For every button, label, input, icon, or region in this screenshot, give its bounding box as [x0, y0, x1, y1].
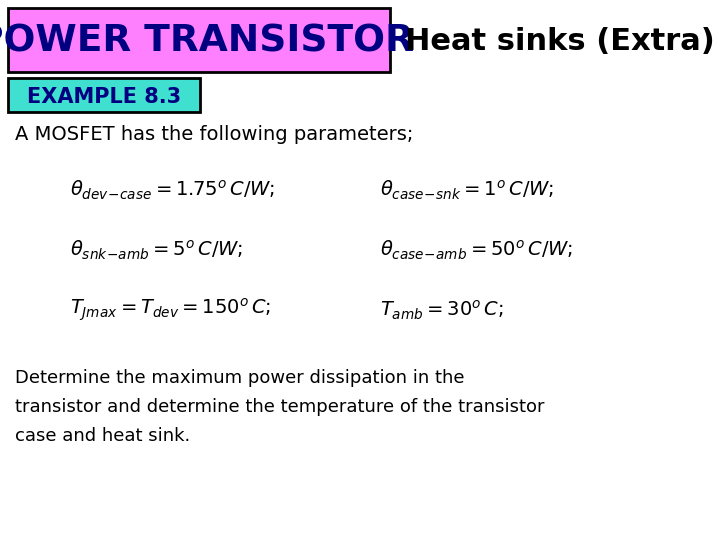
- Text: $T_{Jmax} = T_{dev} = 150^{o}\,C;$: $T_{Jmax} = T_{dev} = 150^{o}\,C;$: [70, 297, 271, 323]
- Bar: [8, 8, 390, 72]
- Bar: [8, 78, 200, 112]
- Text: Determine the maximum power dissipation in the: Determine the maximum power dissipation …: [15, 369, 464, 387]
- Text: $\theta_{case\!-\!snk} = 1^{o}\,C/W;$: $\theta_{case\!-\!snk} = 1^{o}\,C/W;$: [380, 178, 554, 201]
- Text: $\theta_{snk\!-\!amb} = 5^{o}\,C/W;$: $\theta_{snk\!-\!amb} = 5^{o}\,C/W;$: [70, 238, 243, 262]
- Text: EXAMPLE 8.3: EXAMPLE 8.3: [27, 87, 181, 107]
- Text: $T_{amb} = 30^{o}\,C;$: $T_{amb} = 30^{o}\,C;$: [380, 298, 504, 322]
- Text: transistor and determine the temperature of the transistor: transistor and determine the temperature…: [15, 398, 544, 416]
- Text: $\theta_{case\!-\!amb} = 50^{o}\,C/W;$: $\theta_{case\!-\!amb} = 50^{o}\,C/W;$: [380, 238, 573, 262]
- Text: Heat sinks (Extra): Heat sinks (Extra): [405, 28, 715, 57]
- Text: POWER TRANSISTOR: POWER TRANSISTOR: [0, 24, 414, 60]
- Text: A MOSFET has the following parameters;: A MOSFET has the following parameters;: [15, 125, 413, 145]
- Text: $\theta_{dev\!-\!case} = 1.75^{o}\,C/W;$: $\theta_{dev\!-\!case} = 1.75^{o}\,C/W;$: [70, 178, 275, 201]
- Text: case and heat sink.: case and heat sink.: [15, 427, 190, 445]
